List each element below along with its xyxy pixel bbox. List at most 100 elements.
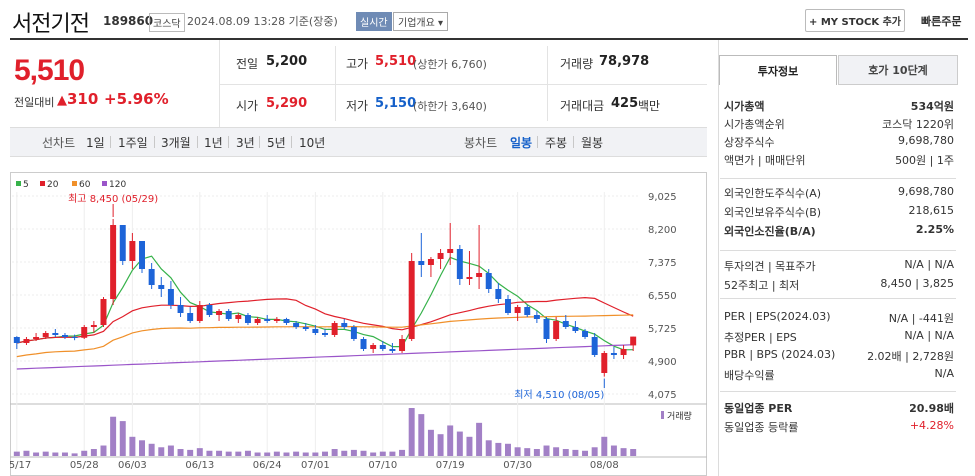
candle bbox=[81, 325, 88, 339]
candle-body bbox=[167, 289, 174, 305]
candle bbox=[293, 321, 300, 329]
corp-info-dropdown[interactable]: 기업개요 ▾ bbox=[393, 12, 448, 31]
candle-body bbox=[100, 299, 107, 325]
quote-time: 2024.08.09 13:28 기준(장중) bbox=[187, 15, 338, 28]
info-value: 2.25% bbox=[915, 223, 954, 236]
volume-bar bbox=[610, 445, 617, 456]
candle bbox=[283, 317, 290, 325]
volume-bar bbox=[370, 452, 377, 456]
stock-code: 189860 bbox=[103, 14, 154, 28]
candle-body bbox=[476, 273, 483, 277]
separator bbox=[259, 136, 260, 148]
candle bbox=[620, 345, 627, 359]
candle bbox=[341, 319, 348, 329]
y-tick-label: 6,550 bbox=[648, 291, 677, 302]
candle bbox=[533, 311, 540, 323]
candle bbox=[389, 343, 396, 353]
quick-order-button[interactable]: 빠른주문 bbox=[921, 15, 962, 28]
candle-weekly[interactable]: 주봉 bbox=[545, 136, 568, 150]
candle bbox=[71, 334, 78, 341]
ma-line bbox=[16, 314, 634, 358]
candle-body bbox=[254, 319, 261, 323]
period-5y[interactable]: 5년 bbox=[267, 136, 286, 150]
volume-bar bbox=[437, 434, 444, 456]
info-value: N/A | -441원 bbox=[888, 312, 954, 325]
candle-body bbox=[119, 225, 126, 261]
candle bbox=[562, 315, 569, 329]
volume-bar bbox=[42, 451, 49, 456]
candle bbox=[447, 223, 454, 265]
volume-bar bbox=[225, 451, 232, 456]
candle-body bbox=[408, 261, 415, 339]
candle bbox=[225, 309, 232, 321]
y-tick-label: 4,900 bbox=[648, 357, 677, 368]
candle-daily[interactable]: 일봉 bbox=[510, 136, 533, 150]
tab-invest-info[interactable]: 투자정보 bbox=[719, 55, 837, 85]
candle-body bbox=[466, 277, 473, 279]
separator bbox=[573, 136, 574, 148]
volume-bar bbox=[524, 448, 531, 456]
candle bbox=[216, 309, 223, 321]
period-3y[interactable]: 3년 bbox=[236, 136, 255, 150]
period-1y[interactable]: 1년 bbox=[204, 136, 223, 150]
info-label: 투자의견 | 목표주가 bbox=[724, 260, 816, 273]
candle bbox=[553, 317, 560, 341]
candle-monthly[interactable]: 월봉 bbox=[581, 136, 604, 150]
change-value: ▲310 bbox=[57, 90, 98, 108]
candle-body bbox=[543, 319, 550, 339]
volume-bar bbox=[90, 449, 97, 456]
tab-orderbook[interactable]: 호가 10단계 bbox=[838, 55, 958, 85]
candle-body bbox=[81, 327, 88, 338]
period-3m[interactable]: 3개월 bbox=[161, 136, 191, 150]
candle bbox=[350, 325, 357, 341]
info-label: 상장주식수 bbox=[724, 136, 775, 149]
realtime-badge[interactable]: 실시간 bbox=[356, 12, 392, 31]
volume-bar bbox=[235, 451, 242, 456]
candle bbox=[129, 233, 136, 269]
volume-bar bbox=[119, 421, 126, 456]
candle-body bbox=[630, 336, 637, 346]
candle bbox=[456, 245, 463, 285]
volume-bar bbox=[447, 425, 454, 456]
x-tick-label: 07/19 bbox=[436, 460, 465, 471]
info-label: 52주최고 | 최저 bbox=[724, 279, 800, 292]
legend-swatch bbox=[102, 181, 107, 186]
volume-bar bbox=[187, 449, 194, 456]
volume-bar bbox=[254, 452, 261, 456]
candle-body bbox=[293, 323, 300, 327]
x-tick-label: 05/17 bbox=[10, 460, 31, 471]
candle-body bbox=[13, 337, 20, 343]
volume-bar bbox=[331, 449, 338, 456]
candle-body bbox=[235, 315, 242, 319]
add-mystock-button[interactable]: + MY STOCK 추가 bbox=[805, 9, 905, 32]
volume-bar bbox=[466, 436, 473, 456]
info-value: +4.28% bbox=[909, 419, 954, 432]
period-10y[interactable]: 10년 bbox=[299, 136, 326, 150]
info-value: 9,698,780 bbox=[898, 134, 954, 147]
volume-bar bbox=[71, 453, 78, 456]
candle-body bbox=[216, 311, 223, 315]
prev-close-label: 전일 bbox=[236, 57, 259, 71]
period-1d[interactable]: 1일 bbox=[86, 136, 105, 150]
candle-body bbox=[341, 323, 348, 327]
candle bbox=[370, 343, 377, 353]
volume-bar bbox=[273, 451, 280, 456]
candle-body bbox=[582, 331, 589, 337]
candle bbox=[110, 219, 117, 305]
period-1w[interactable]: 1주일 bbox=[118, 136, 148, 150]
separator bbox=[537, 136, 538, 148]
candle bbox=[524, 305, 531, 317]
price-chart[interactable]: 9,025 8,200 7,375 6,550 5,725 4,900 4,075 05/17… bbox=[10, 172, 707, 476]
volume-bar bbox=[244, 450, 251, 456]
volume-label: 거래량 bbox=[560, 57, 594, 71]
candle bbox=[408, 253, 415, 341]
info-label: 동일업종 PER bbox=[724, 402, 793, 415]
candle bbox=[582, 329, 589, 339]
change-label: 전일대비 bbox=[14, 96, 55, 109]
y-tick-label: 8,200 bbox=[648, 225, 677, 236]
candle bbox=[158, 277, 165, 297]
volume-bar bbox=[283, 452, 290, 456]
separator bbox=[197, 136, 198, 148]
legend-label: 120 bbox=[109, 180, 126, 190]
volume-bar bbox=[572, 449, 579, 456]
